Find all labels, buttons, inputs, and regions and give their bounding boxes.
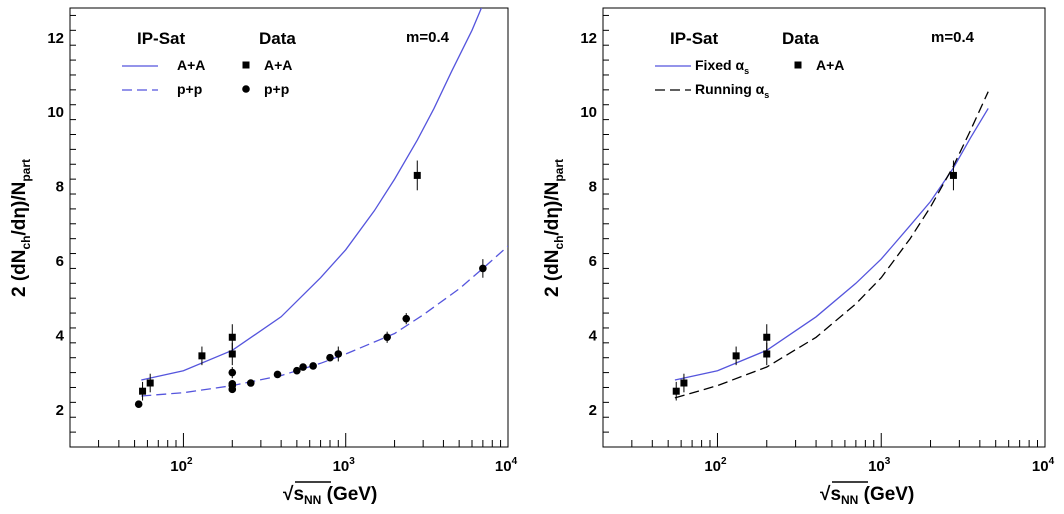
legend-title-model: IP-Sat [137,29,186,48]
data-point-circle [334,350,343,358]
legend: IP-Sat Data m=0.4 Fixed αs Running αs A+A [655,29,975,100]
plot-panel-2: 2 4 6 8 10 12 102 103 104 √sNN (GeV) 2 (dNch/dη)/N… [542,7,1055,507]
y-tick-label: 4 [589,327,598,344]
annotation: m=0.4 [406,29,450,46]
data-point-square [732,352,740,360]
x-axis-title: √sNN (GeV) [283,484,377,507]
y-tick-label: 8 [56,179,64,196]
series-group [672,91,989,401]
y-tick-label: 10 [47,104,64,121]
data-point-circle [134,400,143,409]
plot-frame [69,7,509,448]
curve-p-p [141,245,508,397]
data-point-circle [273,370,282,379]
x-tick-label: 102 [704,456,727,475]
legend-label: p+p [264,81,289,97]
data-point-square [198,352,206,360]
data-point-circle [228,379,237,388]
y-tick-label: 2 [56,402,64,419]
data-point-square [672,387,680,395]
x-tick-label: 104 [495,456,518,475]
plot-frame [602,7,1046,448]
y-tick-label: 4 [56,327,65,344]
legend-label: p+p [177,81,202,97]
data-point-square [763,333,771,341]
legend-label: A+A [264,57,292,73]
data-point-square [413,171,421,179]
data-point-circle [383,333,391,342]
x-tick-label: 104 [1032,456,1055,475]
legend-label: Fixed αs [695,57,749,76]
legend-label: A+A [816,57,844,73]
data-point-circle [326,353,334,362]
legend-label: Running αs [695,81,769,100]
legend-marker-square [242,61,250,69]
curve-fixed [674,108,989,381]
data-point-square [949,171,957,179]
data-point-circle [309,362,317,370]
data-point-circle [479,264,487,273]
legend-label: A+A [177,57,205,73]
data-point-square [228,333,236,341]
data-point-circle [402,314,411,323]
data-point-circle [293,366,301,375]
data-point-square [680,379,688,387]
legend-marker-square [794,61,802,69]
y-tick-label: 8 [589,179,597,196]
legend: IP-Sat Data m=0.4 A+A p+p A+A p+p [122,29,450,97]
x-axis-title: √sNN (GeV) [820,484,914,507]
curve-running [674,91,989,399]
y-tick-label: 10 [580,104,597,121]
y-tick-label: 2 [589,402,597,419]
y-tick-label: 6 [589,253,597,270]
data-point-square [139,387,147,395]
data-point-square [146,379,154,387]
data-point-circle [299,363,307,371]
annotation: m=0.4 [931,29,975,46]
y-tick-label: 12 [47,30,64,47]
plot-panel-1: 2 4 6 8 10 12 102 103 104 √sNN (GeV) 2 (dNch/dη)/N… [9,7,518,507]
legend-title-model: IP-Sat [670,29,719,48]
x-tick-label: 103 [868,456,891,475]
legend-title-data: Data [782,29,819,48]
data-point-square [228,350,236,358]
legend-marker-circle [242,85,250,93]
x-tick-label: 103 [333,456,356,475]
legend-title-data: Data [259,29,296,48]
series-group [134,8,508,409]
data-point-circle [228,368,237,377]
y-axis-title: 2 (dNch/dη)/Npart [9,159,33,297]
x-tick-label: 102 [170,456,193,475]
y-tick-label: 12 [580,30,597,47]
data-point-square [763,350,771,358]
y-tick-label: 6 [56,253,64,270]
data-point-circle [246,379,255,387]
y-axis-title: 2 (dNch/dη)/Npart [542,159,566,297]
